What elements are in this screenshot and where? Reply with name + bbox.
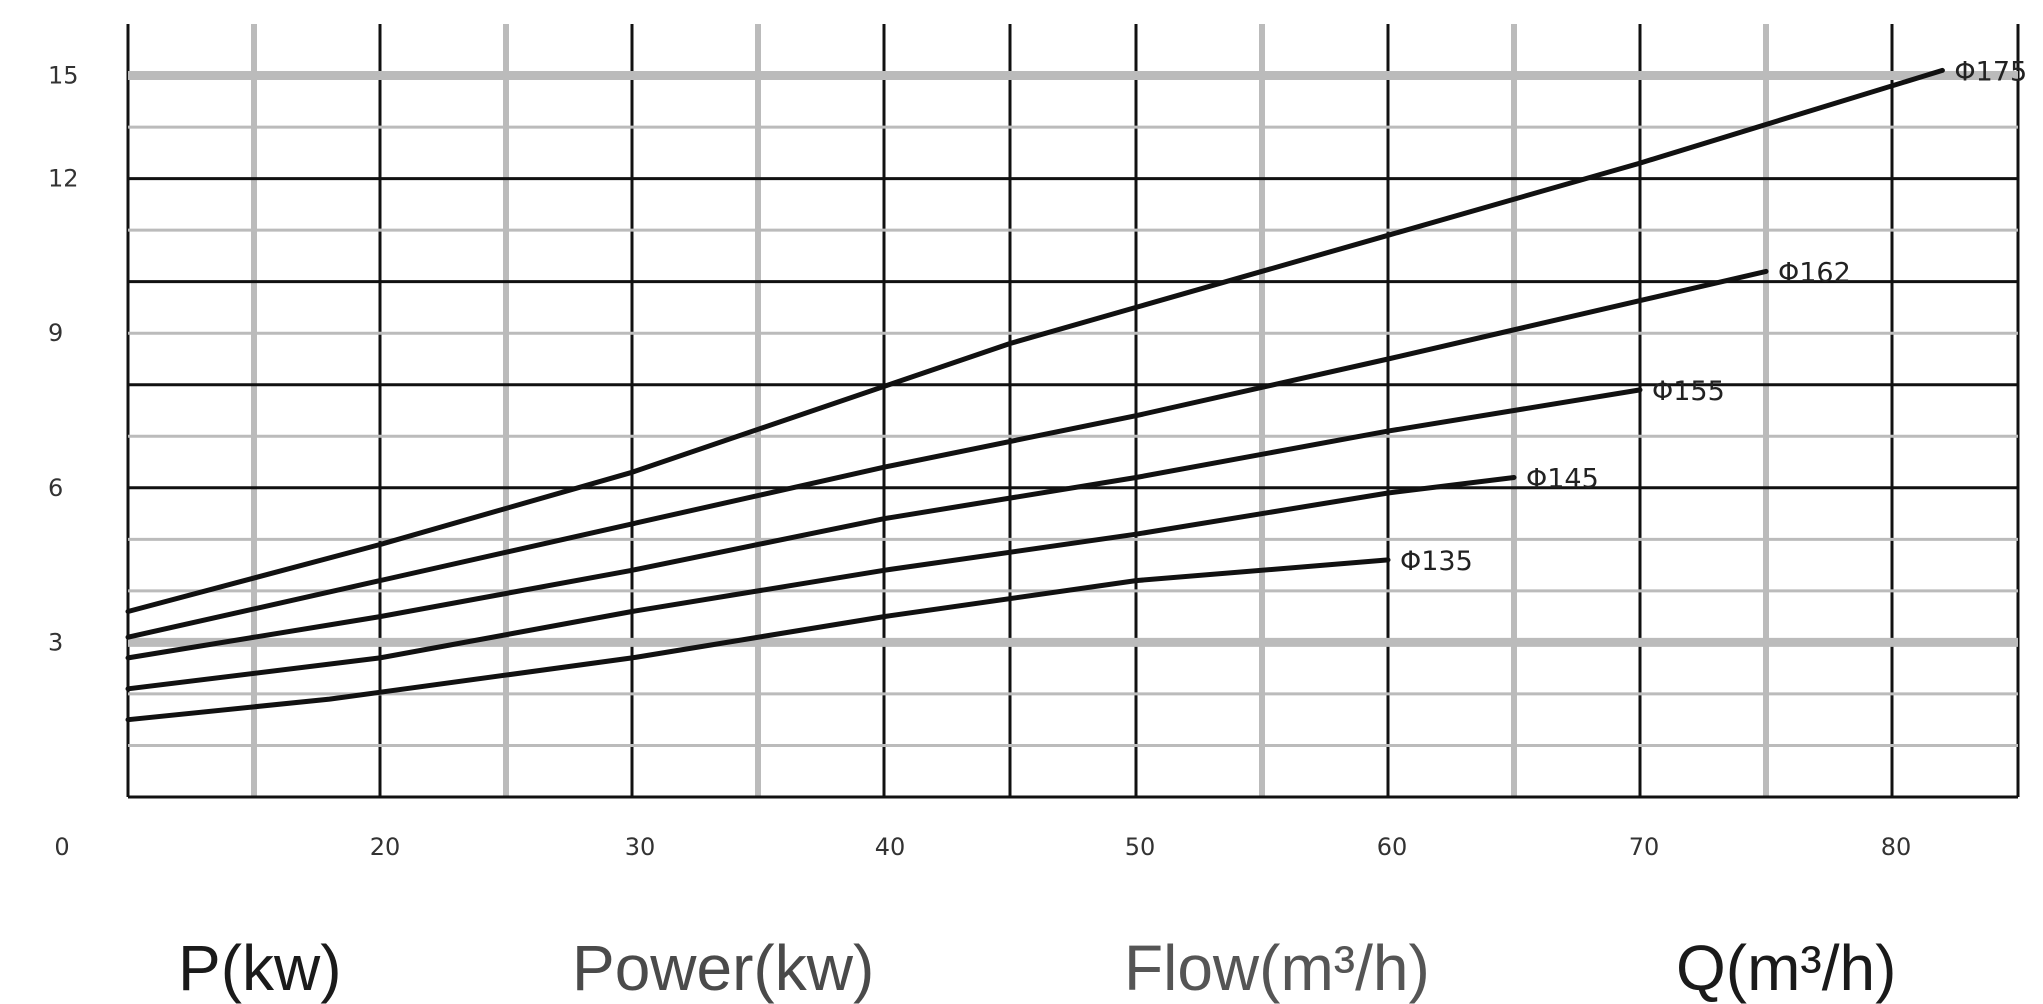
x-tick-label: 30 xyxy=(625,833,656,861)
x-tick-label: 60 xyxy=(1377,833,1408,861)
curve-label: Φ175 xyxy=(1954,56,2027,87)
x-tick-label: 0 xyxy=(54,833,69,861)
x-tick-label: 70 xyxy=(1629,833,1660,861)
curve-line xyxy=(125,67,1945,614)
curve-group xyxy=(125,67,1945,723)
caption-group: P(kw) Power(kw) Flow(m³/h) Q(m³/h) xyxy=(178,932,1896,1004)
x-tick-label: 80 xyxy=(1881,833,1912,861)
curve-line xyxy=(125,268,1769,640)
x-tick-label: 40 xyxy=(875,833,906,861)
flow-label: Flow(m³/h) xyxy=(1124,932,1430,1004)
curve-label: Φ162 xyxy=(1778,257,1851,288)
p-kw-label: P(kw) xyxy=(178,932,342,1004)
curve-label: Φ155 xyxy=(1652,376,1725,407)
y-tick-label: 3 xyxy=(48,628,63,656)
chart-grid xyxy=(126,24,2020,799)
y-tick-label: 12 xyxy=(48,165,79,193)
curve-line xyxy=(125,475,1517,692)
curve-label: Φ145 xyxy=(1526,463,1599,494)
curve-label-group: Φ135 Φ145 Φ155 Φ162 Φ175 xyxy=(1400,56,2027,577)
curve-label: Φ135 xyxy=(1400,546,1473,577)
q-label: Q(m³/h) xyxy=(1676,932,1896,1004)
y-tick-label: 9 xyxy=(48,319,63,347)
curve-line xyxy=(125,387,1643,661)
y-tick-label: 6 xyxy=(48,474,63,502)
y-tick-label: 15 xyxy=(48,62,79,90)
tick-label-group: 0 20 30 40 50 60 70 80 3 6 9 12 15 xyxy=(48,62,1911,861)
curve-line xyxy=(125,557,1391,723)
x-tick-label: 50 xyxy=(1125,833,1156,861)
power-kw-label: Power(kw) xyxy=(572,932,874,1004)
x-tick-label: 20 xyxy=(370,833,401,861)
